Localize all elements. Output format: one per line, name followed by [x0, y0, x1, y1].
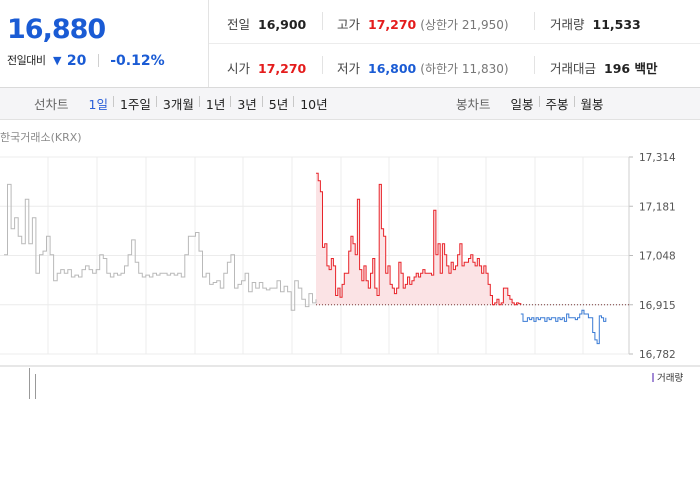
current-price: 16,880: [7, 14, 106, 45]
prev-close-label: 전일: [227, 17, 251, 32]
prev-close-value: 16,900: [258, 17, 307, 32]
period-toolbar: 선차트 1일 1주일 3개월 1년 3년 5년 10년 봉차트 일봉 주봉 월봉: [0, 88, 700, 120]
divider: [534, 56, 535, 74]
line-period-5[interactable]: 5년: [261, 94, 294, 113]
divider: [322, 56, 323, 74]
high-label: 고가: [337, 17, 361, 32]
line-period-6[interactable]: 10년: [293, 94, 333, 113]
line-period-4[interactable]: 3년: [230, 94, 262, 113]
volume: 거래량 11,533: [550, 14, 641, 33]
candle-period-2[interactable]: 월봉: [573, 94, 610, 113]
open: 시가 17,270: [227, 58, 306, 77]
upper-limit: (상한가 21,950): [420, 18, 509, 32]
change-label: 전일대비: [7, 54, 46, 67]
price-box: 16,880 전일대비 ▼ 20 -0.12%: [0, 0, 209, 87]
candle-chart-label: 봉차트: [456, 97, 491, 112]
change-value: 20: [66, 53, 87, 69]
series-prior-day-line: [4, 183, 317, 311]
high: 고가 17,270 (상한가 21,950): [337, 14, 509, 33]
low-label: 저가: [337, 61, 361, 76]
series-down-line: [520, 309, 607, 345]
series-up-line: [316, 172, 522, 306]
change-row: 전일대비 ▼ 20 -0.12%: [7, 52, 165, 69]
trade-value-value: 196 백만: [604, 61, 658, 76]
volume-value: 11,533: [592, 17, 641, 32]
down-triangle-icon: ▼: [52, 54, 62, 67]
divider: [534, 12, 535, 30]
low: 저가 16,800 (하한가 11,830): [337, 58, 509, 77]
volume-bar: [29, 368, 30, 399]
y-tick-label: 16,782: [639, 349, 676, 361]
divider: [322, 12, 323, 30]
volume-legend-swatch: [652, 373, 654, 382]
candle-chart-periods: 봉차트 일봉 주봉 월봉: [456, 88, 610, 119]
low-value: 16,800: [368, 61, 417, 76]
change-percent: -0.12%: [110, 53, 165, 69]
line-period-0[interactable]: 1일: [88, 97, 108, 112]
y-tick-label: 17,314: [639, 152, 676, 164]
stats-row: 전일 16,900 고가 17,270 (상한가 21,950) 거래량 11,533: [209, 0, 700, 44]
high-value: 17,270: [368, 17, 417, 32]
line-period-1[interactable]: 1주일: [112, 94, 157, 113]
quote-panel: 16,880 전일대비 ▼ 20 -0.12% 전일 16,900 고가 17,27…: [0, 0, 700, 88]
trade-value: 거래대금 196 백만: [550, 58, 657, 77]
volume-legend: 거래량: [657, 372, 683, 384]
y-tick-label: 17,181: [639, 201, 676, 213]
open-label: 시가: [227, 61, 251, 76]
source-label: 한국거래소(KRX): [0, 131, 82, 144]
line-period-3[interactable]: 1년: [198, 94, 231, 113]
candle-period-0[interactable]: 일봉: [510, 97, 534, 112]
y-tick-label: 17,048: [639, 251, 676, 263]
candle-period-1[interactable]: 주봉: [538, 94, 575, 113]
line-chart-periods: 선차트 1일 1주일 3개월 1년 3년 5년 10년: [34, 88, 334, 119]
lower-limit: (하한가 11,830): [420, 62, 509, 76]
chart-svg: 17,314 17,181 17,048 16,915 16,782 거래량: [0, 152, 700, 399]
open-value: 17,270: [258, 61, 307, 76]
volume-bar: [35, 374, 36, 399]
prev-close: 전일 16,900: [227, 14, 306, 33]
y-tick-label: 16,915: [639, 300, 676, 312]
divider: [97, 54, 99, 67]
line-period-2[interactable]: 3개월: [155, 94, 200, 113]
rise-area-fill: [316, 173, 521, 305]
line-chart-label: 선차트: [34, 97, 69, 112]
trade-value-label: 거래대금: [550, 61, 597, 76]
stats-table: 전일 16,900 고가 17,270 (상한가 21,950) 거래량 11,533 …: [209, 0, 700, 87]
volume-label: 거래량: [550, 17, 585, 32]
price-chart: 한국거래소(KRX) 17,314 17,181 17,048 16,915 16,78…: [0, 121, 700, 490]
stats-row: 시가 17,270 저가 16,800 (하한가 11,830) 거래대금 196 백만: [209, 44, 700, 87]
